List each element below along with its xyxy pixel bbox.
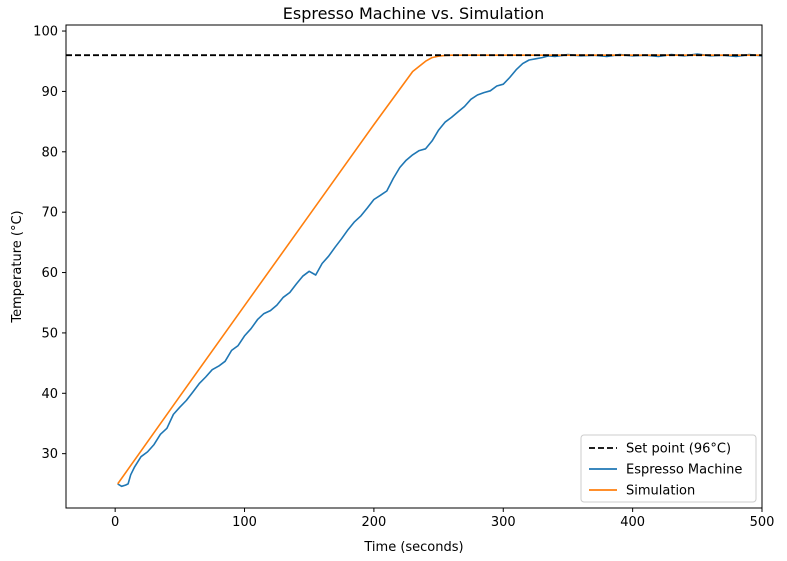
y-tick-label: 100 (33, 25, 58, 40)
x-axis-label: Time (seconds) (363, 540, 463, 555)
plot-area (66, 25, 762, 508)
x-tick-label: 400 (620, 515, 645, 530)
y-tick-label: 60 (41, 266, 58, 281)
y-axis-ticks: 30 40 50 60 70 80 90 100 (33, 25, 66, 462)
y-tick-label: 90 (41, 85, 58, 100)
y-tick-label: 30 (41, 447, 58, 462)
x-axis-ticks: 0 100 200 300 400 500 (111, 508, 774, 530)
series-layer (66, 53, 763, 488)
y-tick-label: 50 (41, 326, 58, 341)
y-tick-label: 80 (41, 145, 58, 160)
legend-label-espresso-machine: Espresso Machine (626, 463, 742, 478)
chart-title: Espresso Machine vs. Simulation (283, 4, 544, 23)
legend: Set point (96°C) Espresso Machine Simula… (580, 434, 757, 503)
x-tick-label: 100 (232, 515, 257, 530)
legend-box (580, 434, 757, 503)
series-line-simulation (117, 54, 762, 485)
x-tick-label: 200 (361, 515, 386, 530)
y-tick-label: 40 (41, 387, 58, 402)
y-tick-label: 70 (41, 206, 58, 221)
x-tick-label: 0 (111, 515, 119, 530)
plot-frame (65, 24, 763, 509)
legend-label-set-point: Set point (96°C) (626, 442, 731, 457)
legend-label-simulation: Simulation (626, 484, 695, 499)
x-tick-label: 300 (491, 515, 516, 530)
x-tick-label: 500 (750, 515, 775, 530)
y-axis-label: Temperature (°C) (10, 210, 25, 323)
